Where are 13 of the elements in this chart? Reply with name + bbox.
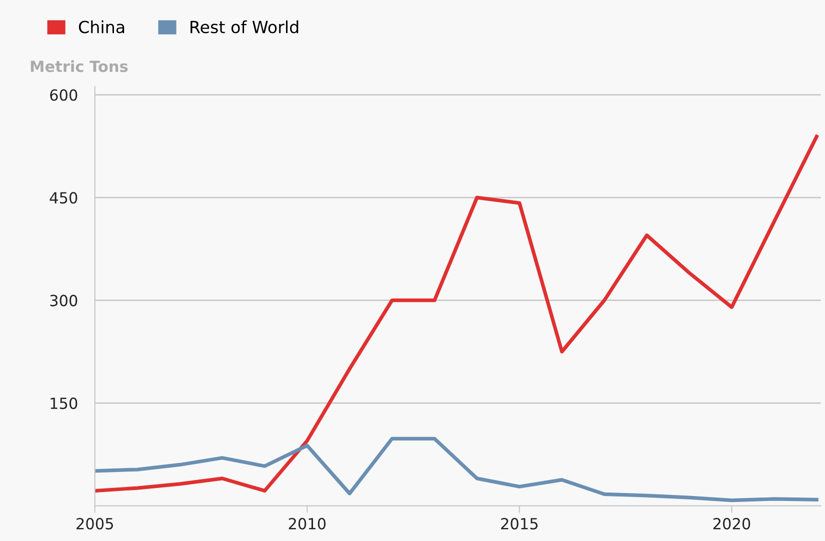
- line-series: [94, 436, 818, 502]
- x-tick-label: 2020: [713, 518, 750, 530]
- x-tick-label: 2010: [288, 518, 326, 530]
- y-axis-title: Metric Tons: [30, 60, 128, 72]
- y-tick-label: 600: [50, 89, 78, 101]
- legend-label: China: [78, 20, 124, 34]
- y-tick-label: 450: [50, 192, 78, 204]
- x-tick-label: 2015: [501, 518, 538, 530]
- legend-label: Rest of World: [190, 20, 298, 34]
- y-tick-label: 150: [50, 398, 78, 410]
- x-tick-label: 2005: [76, 518, 113, 530]
- y-tick-label: 300: [50, 294, 78, 306]
- line-series: [94, 134, 818, 493]
